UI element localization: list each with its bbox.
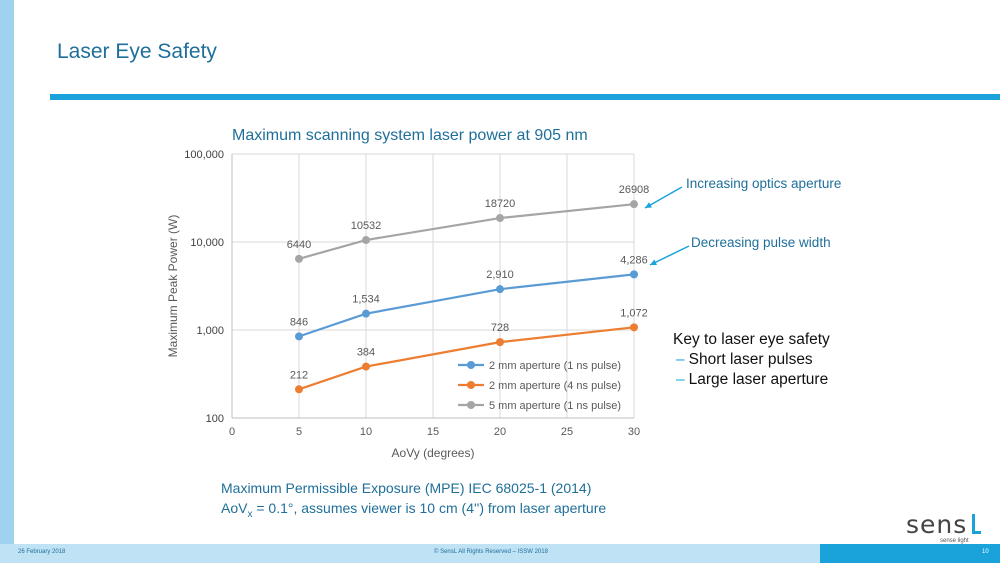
- series-line: [298, 203, 635, 260]
- annotation-arrow-pulse: [649, 245, 690, 266]
- key-title: Key to laser eye safety: [673, 331, 830, 348]
- footnote-mpe: Maximum Permissible Exposure (MPE) IEC 6…: [221, 480, 592, 496]
- x-tick-label: 5: [296, 426, 302, 438]
- key-item-large-aperture: – Large laser aperture: [676, 371, 828, 389]
- data-point: [295, 385, 303, 394]
- key-item-label: Large laser aperture: [688, 371, 829, 388]
- data-label: 212: [290, 369, 308, 381]
- footer-accent: [820, 544, 1000, 563]
- footer-bar: [0, 544, 820, 563]
- data-label: 1,072: [620, 307, 648, 319]
- legend-marker: [467, 381, 475, 389]
- x-tick-label: 15: [427, 426, 439, 438]
- page-number: 10: [982, 549, 989, 555]
- series-line: [298, 273, 635, 338]
- sensl-logo-mark: [972, 514, 981, 534]
- annotation-arrow-optics: [644, 186, 683, 209]
- data-point: [295, 332, 303, 341]
- key-dash: –: [676, 351, 685, 368]
- key-item-label: Short laser pulses: [688, 351, 813, 368]
- data-point: [362, 236, 370, 245]
- footer-copyright: © SensL All Rights Reserved – ISSW 2018: [434, 549, 548, 555]
- series-line: [298, 326, 635, 391]
- y-tick-label: 10,000: [190, 237, 224, 249]
- y-tick-label: 1,000: [196, 325, 224, 337]
- data-point: [362, 309, 370, 318]
- key-item-short-pulses: – Short laser pulses: [676, 351, 813, 369]
- legend-label: 2 mm aperture (1 ns pulse): [489, 360, 621, 372]
- data-label: 18720: [485, 198, 516, 210]
- footnote-aov-prefix: AoV: [221, 500, 248, 516]
- y-tick-label: 100: [206, 413, 224, 425]
- sensl-logo-tagline: sense light: [940, 538, 969, 544]
- footer-date: 26 February 2018: [18, 549, 66, 555]
- annotation-arrow-optics-head: [645, 202, 652, 208]
- y-axis-label: Maximum Peak Power (W): [166, 215, 180, 358]
- data-label: 1,534: [352, 294, 380, 306]
- data-label: 4,286: [620, 254, 648, 266]
- data-label: 384: [357, 347, 375, 359]
- data-point: [630, 270, 638, 279]
- data-point: [630, 323, 638, 332]
- footnote-aov-subscript: x: [247, 508, 253, 520]
- data-point: [362, 362, 370, 371]
- data-label: 2,910: [486, 269, 514, 281]
- annotation-arrow-pulse-head: [650, 259, 657, 265]
- data-point: [496, 285, 504, 294]
- legend-marker: [467, 401, 475, 409]
- sensl-logo: sens: [906, 510, 968, 539]
- legend-marker: [467, 361, 475, 369]
- legend-label: 5 mm aperture (1 ns pulse): [489, 400, 621, 412]
- footnote-aov: AoVx = 0.1°, assumes viewer is 10 cm (4'…: [221, 500, 606, 520]
- key-dash: –: [676, 371, 685, 388]
- x-axis-label: AoVy (degrees): [392, 446, 475, 460]
- y-tick-label: 100,000: [184, 149, 224, 161]
- footnote-aov-suffix: = 0.1°, assumes viewer is 10 cm (4'') fr…: [252, 500, 607, 516]
- data-label: 728: [491, 322, 509, 334]
- x-tick-label: 20: [494, 426, 506, 438]
- annotation-pulse-width: Decreasing pulse width: [691, 235, 831, 250]
- data-label: 26908: [619, 184, 650, 196]
- left-accent-bar: [0, 0, 14, 563]
- legend-label: 2 mm aperture (4 ns pulse): [489, 380, 621, 392]
- slide-title: Laser Eye Safety: [57, 40, 217, 63]
- data-point: [295, 254, 303, 263]
- data-point: [630, 200, 638, 209]
- x-tick-label: 10: [360, 426, 372, 438]
- data-point: [496, 214, 504, 223]
- data-label: 10532: [351, 220, 382, 232]
- chart-title: Maximum scanning system laser power at 9…: [232, 127, 588, 144]
- data-label: 6440: [287, 239, 311, 251]
- data-label: 846: [290, 316, 308, 328]
- data-point: [496, 338, 504, 347]
- title-rule: [50, 94, 1000, 100]
- annotation-optics-aperture: Increasing optics aperture: [686, 176, 842, 191]
- x-tick-label: 0: [229, 426, 235, 438]
- x-tick-label: 25: [561, 426, 573, 438]
- x-tick-label: 30: [628, 426, 640, 438]
